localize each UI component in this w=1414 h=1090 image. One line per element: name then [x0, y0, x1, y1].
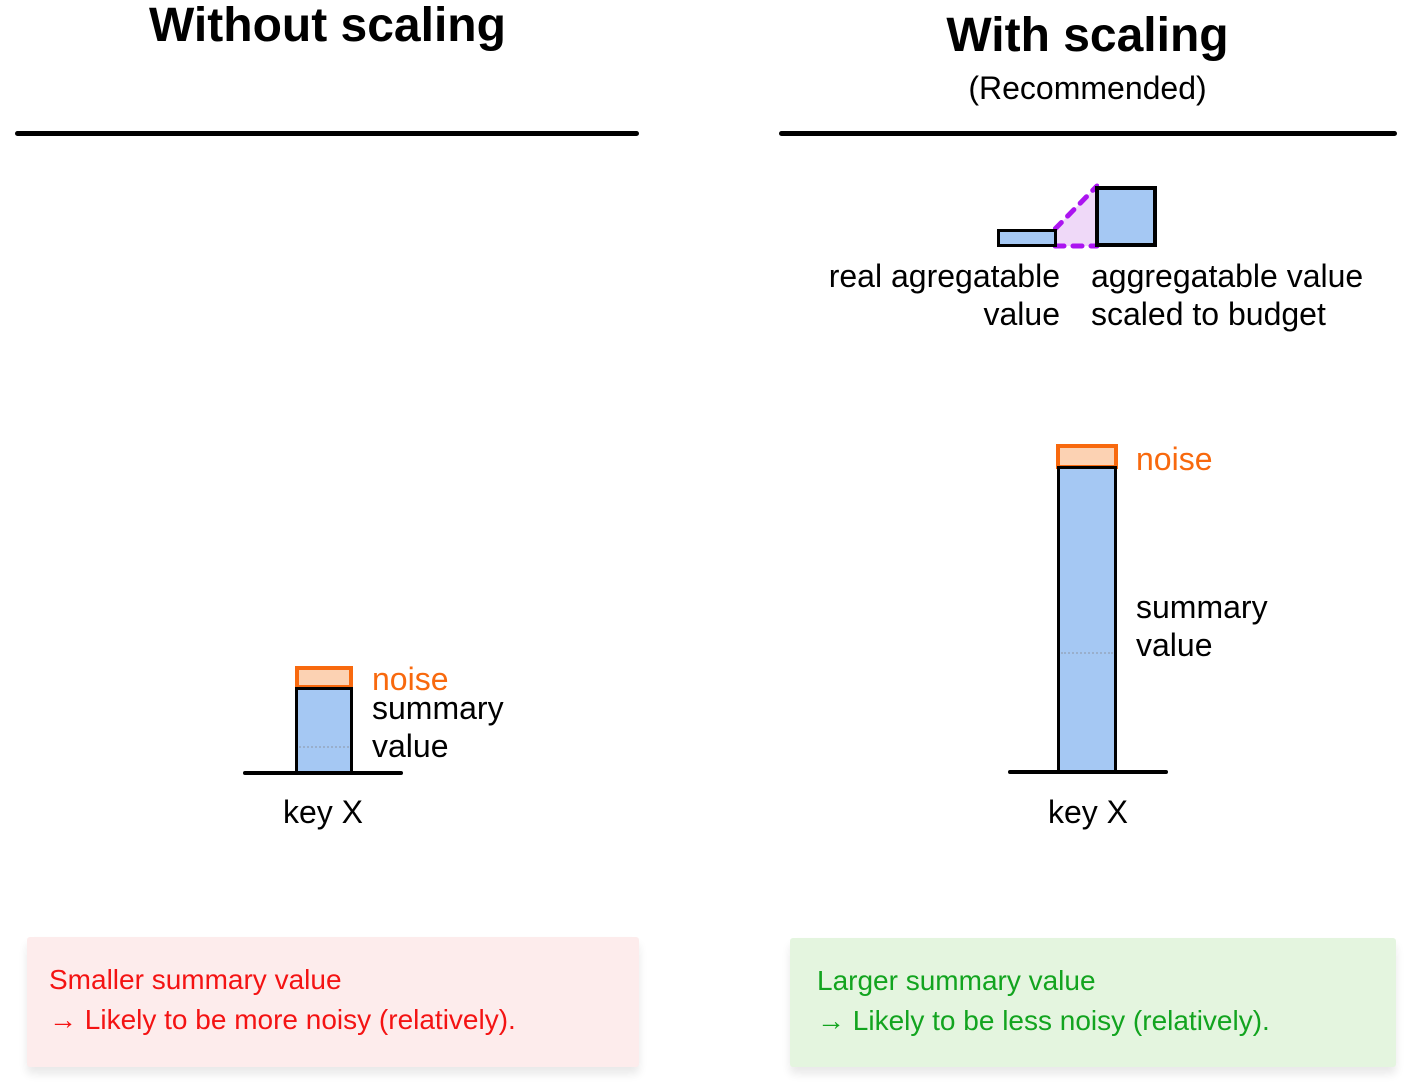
right-chart-noise-label: noise: [1136, 441, 1213, 477]
left-chart-summary-label: summary value: [372, 689, 504, 765]
right-chart-baseline: [1008, 770, 1168, 774]
left-callout-line1: Smaller summary value: [49, 964, 342, 995]
left-chart-bar-split-line: [299, 746, 349, 748]
right-chart-summary-label-line1: summary: [1136, 589, 1268, 625]
right-panel-subtitle: (Recommended): [968, 70, 1207, 106]
scaled-value-label: aggregatable value scaled to budget: [1091, 257, 1414, 333]
right-callout-line2: → Likely to be less noisy (relatively).: [817, 1005, 1270, 1036]
right-chart-summary-label-line2: value: [1136, 627, 1213, 663]
right-panel-title: With scaling: [946, 9, 1229, 62]
right-chart-bar-split-line: [1061, 652, 1113, 654]
real-value-label-line2: value: [983, 296, 1061, 332]
scaled-value-label-line2: scaled to budget: [1091, 296, 1326, 332]
right-chart-summary-label: summary value: [1136, 588, 1268, 664]
scaled-value-square: [1095, 186, 1157, 247]
scaled-value-label-line1: aggregatable value: [1091, 258, 1364, 294]
real-value-label-line1: real agregatable: [828, 258, 1060, 294]
left-callout-line2: → Likely to be more noisy (relatively).: [49, 1004, 516, 1035]
scaling-trapezoid: [1053, 183, 1099, 249]
scaling-dashed-diagonal: [1053, 183, 1099, 232]
left-chart-summary-bar: [295, 687, 353, 774]
right-callout-line1: Larger summary value: [817, 965, 1096, 996]
left-chart-noise-label: noise: [372, 661, 449, 697]
left-chart-summary-label-line1: summary: [372, 690, 504, 726]
real-value-label: real agregatable value: [735, 257, 1060, 333]
scaling-trapezoid-fill: [1055, 186, 1097, 246]
left-panel-title: Without scaling: [149, 0, 506, 52]
right-chart-axis-label: key X: [1047, 794, 1129, 830]
left-panel-divider: [15, 131, 639, 136]
left-chart-axis-label: key X: [282, 794, 364, 830]
left-chart-summary-label-line2: value: [372, 728, 449, 764]
left-chart-noise-segment: [295, 666, 353, 689]
right-chart-summary-bar: [1057, 466, 1117, 774]
real-value-bar: [997, 229, 1057, 247]
left-callout-box: Smaller summary value → Likely to be mor…: [27, 937, 639, 1067]
left-chart-baseline: [243, 771, 403, 775]
right-callout-box: Larger summary value → Likely to be less…: [790, 938, 1396, 1067]
right-panel-divider: [779, 131, 1397, 136]
